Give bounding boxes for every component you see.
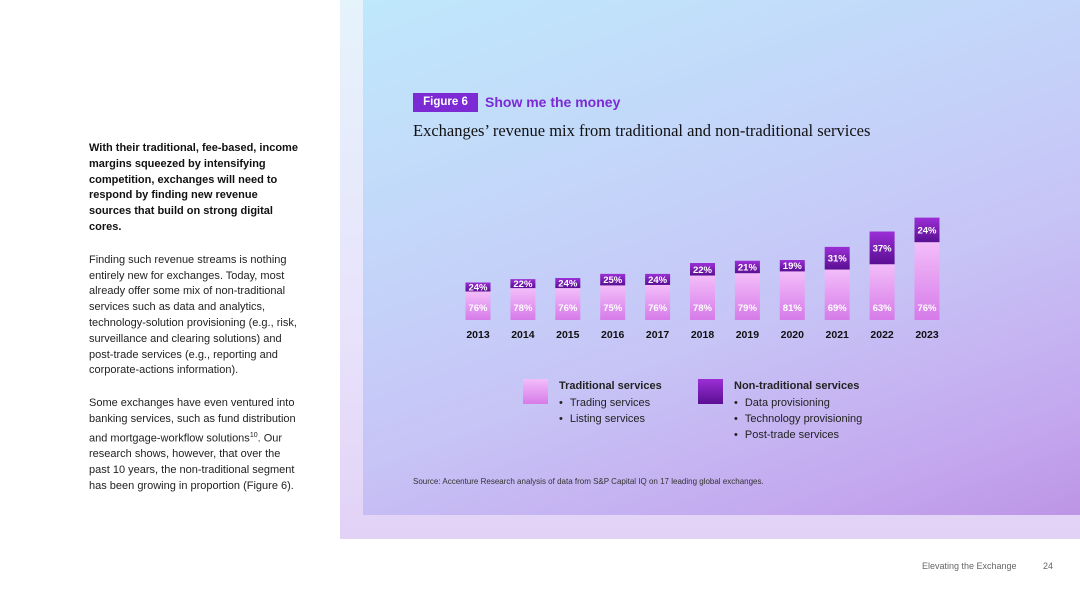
- data-label-traditional: 76%: [468, 303, 488, 314]
- x-tick-label: 2019: [736, 329, 760, 341]
- data-label-non-traditional: 37%: [873, 243, 893, 254]
- x-tick-label: 2020: [781, 329, 805, 341]
- x-tick-label: 2021: [826, 329, 850, 341]
- bar-non-traditional-2023: [914, 217, 940, 243]
- data-label-non-traditional: 24%: [468, 283, 488, 294]
- bar-traditional-2022: [869, 264, 895, 320]
- bar-traditional-2013: [465, 291, 491, 320]
- data-label-traditional: 81%: [783, 303, 803, 314]
- data-label-non-traditional: 21%: [738, 262, 758, 273]
- bar-non-traditional-2017: [645, 273, 671, 285]
- bar-traditional-2014: [510, 288, 536, 320]
- x-tick-label: 2017: [646, 329, 670, 341]
- legend-swatch-non-traditional: [698, 379, 723, 404]
- data-label-non-traditional: 24%: [917, 225, 937, 236]
- body-paragraph-1: Finding such revenue streams is nothing …: [89, 253, 297, 377]
- data-label-non-traditional: 22%: [513, 279, 533, 290]
- bar-traditional-2019: [734, 273, 760, 320]
- data-label-traditional: 69%: [828, 303, 848, 314]
- bar-non-traditional-2019: [734, 260, 760, 274]
- page-number: 24: [1043, 561, 1054, 571]
- x-tick-label: 2014: [511, 329, 535, 341]
- legend-non-traditional-title: Non-traditional services: [734, 380, 860, 392]
- bar-non-traditional-2016: [600, 273, 626, 286]
- chart-title: Exchanges’ revenue mix from traditional …: [413, 121, 871, 140]
- body-paragraph-2-end: . Our research shows, however, that over…: [89, 432, 295, 492]
- footer-title: Elevating the Exchange: [922, 561, 1017, 571]
- data-label-non-traditional: 19%: [783, 261, 803, 272]
- x-tick-label: 2018: [691, 329, 715, 341]
- figure-badge: Figure 6: [413, 93, 478, 112]
- bar-traditional-2018: [690, 275, 715, 320]
- data-label-non-traditional: 25%: [603, 275, 623, 286]
- footnote-ref[interactable]: 10: [249, 431, 258, 439]
- data-label-traditional: 76%: [648, 303, 668, 314]
- bar-non-traditional-2022: [869, 231, 895, 265]
- x-tick-label: 2023: [915, 329, 939, 341]
- body-paragraph-2: Some exchanges have even ventured into b…: [89, 396, 301, 494]
- data-label-traditional: 78%: [513, 303, 533, 314]
- data-label-traditional: 76%: [558, 303, 578, 314]
- data-label-non-traditional: 31%: [828, 254, 848, 265]
- x-tick-label: 2022: [870, 329, 894, 341]
- data-label-non-traditional: 22%: [693, 265, 713, 276]
- chart-source: Source: Accenture Research analysis of d…: [413, 477, 764, 486]
- data-label-traditional: 78%: [693, 303, 713, 314]
- data-label-traditional: 63%: [873, 303, 893, 314]
- bar-non-traditional-2020: [779, 260, 805, 272]
- bar-traditional-2023: [914, 242, 940, 320]
- figure-heading: Show me the money: [485, 94, 621, 110]
- body-text: With their traditional, fee-based, incom…: [89, 141, 301, 512]
- bar-non-traditional-2013: [465, 282, 491, 292]
- bar-traditional-2016: [600, 285, 626, 320]
- x-tick-label: 2013: [466, 329, 490, 341]
- x-tick-label: 2015: [556, 329, 580, 341]
- body-paragraph-2-start: Some exchanges have even ventured into b…: [89, 397, 296, 445]
- bar-traditional-2017: [645, 284, 671, 320]
- lead-paragraph: With their traditional, fee-based, incom…: [89, 142, 298, 233]
- legend-item: Post-trade services: [734, 427, 862, 443]
- legend-item: Listing services: [559, 411, 650, 427]
- data-label-traditional: 79%: [738, 303, 758, 314]
- x-tick-label: 2016: [601, 329, 625, 341]
- bar-traditional-2021: [824, 269, 850, 320]
- bar-non-traditional-2014: [510, 279, 536, 289]
- data-label-non-traditional: 24%: [648, 275, 668, 286]
- revenue-mix-chart: 76% 24% 2013 78% 22% 2014 76% 24% 2015 75% 25% 2016…: [465, 217, 940, 341]
- bar-non-traditional-2021: [824, 246, 850, 270]
- legend-item: Technology provisioning: [734, 411, 862, 427]
- figure-panel: [363, 0, 1080, 515]
- legend-swatch-traditional: [523, 379, 548, 404]
- bar-traditional-2020: [779, 271, 805, 320]
- legend-item: Data provisioning: [734, 395, 862, 411]
- bar-non-traditional-2015: [555, 278, 581, 289]
- bar-traditional-2015: [555, 288, 581, 320]
- legend-traditional-title: Traditional services: [559, 380, 662, 392]
- data-label-traditional: 75%: [603, 303, 623, 314]
- bar-non-traditional-2018: [690, 263, 715, 276]
- data-label-traditional: 76%: [917, 303, 937, 314]
- legend-item: Trading services: [559, 395, 650, 411]
- data-label-non-traditional: 24%: [558, 279, 578, 290]
